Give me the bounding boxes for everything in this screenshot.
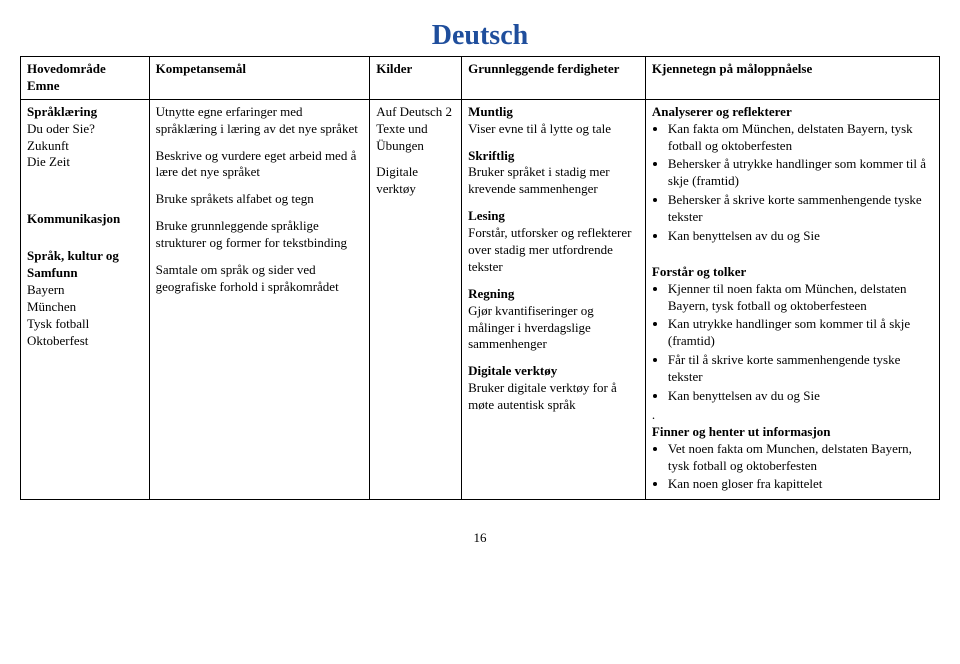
cell-kjennetegn: Analyserer og reflekterer Kan fakta om M…	[645, 99, 939, 500]
cell-kompetansemal: Utnytte egne erfaringer med språklæring …	[149, 99, 370, 500]
kjenn-list: Kjenner til noen fakta om München, delst…	[668, 281, 933, 405]
list-item: Kan utrykke handlinger som kommer til å …	[668, 316, 933, 350]
cell-kilder: Auf Deutsch 2 Texte und Übungen Digitale…	[370, 99, 462, 500]
kjenn-list: Kan fakta om München, delstaten Bayern, …	[668, 121, 933, 245]
emne-item: Oktoberfest	[27, 333, 143, 350]
cell-emne: Språklæring Du oder Sie? Zukunft Die Zei…	[21, 99, 150, 500]
kilder-para: Digitale verktøy	[376, 164, 455, 198]
kjenn-list: Vet noen fakta om Munchen, delstaten Bay…	[668, 441, 933, 494]
komp-para: Samtale om språk og sider ved geografisk…	[156, 262, 364, 296]
komp-para: Bruke grunnleggende språklige strukturer…	[156, 218, 364, 252]
ferd-text: Forstår, utforsker og reflekterer over s…	[468, 225, 639, 276]
emne-item: Bayern	[27, 282, 143, 299]
komp-para: Utnytte egne erfaringer med språklæring …	[156, 104, 364, 138]
komp-para: Beskrive og vurdere eget arbeid med å læ…	[156, 148, 364, 182]
emne-item: Tysk fotball	[27, 316, 143, 333]
ferd-text: Bruker språket i stadig mer krevende sam…	[468, 164, 639, 198]
emne-item: Zukunft	[27, 138, 143, 155]
header-kjennetegn: Kjennetegn på måloppnåelse	[645, 57, 939, 100]
header-text: Emne	[27, 78, 60, 93]
list-item: Får til å skrive korte sammenhengende ty…	[668, 352, 933, 386]
ferd-heading: Digitale verktøy	[468, 363, 639, 380]
ferd-heading: Regning	[468, 286, 639, 303]
list-item: Kjenner til noen fakta om München, delst…	[668, 281, 933, 315]
page-title: Deutsch	[20, 20, 940, 52]
curriculum-table: Hovedområde Emne Kompetansemål Kilder Gr…	[20, 56, 940, 500]
table-row: Språklæring Du oder Sie? Zukunft Die Zei…	[21, 99, 940, 500]
ferd-heading: Lesing	[468, 208, 639, 225]
emne-heading: Språk, kultur og Samfunn	[27, 248, 143, 282]
header-hovedomrade: Hovedområde Emne	[21, 57, 150, 100]
emne-item: München	[27, 299, 143, 316]
table-header-row: Hovedområde Emne Kompetansemål Kilder Gr…	[21, 57, 940, 100]
list-item: Behersker å utrykke handlinger som komme…	[668, 156, 933, 190]
list-item: Kan benyttelsen av du og Sie	[668, 388, 933, 405]
list-item: Kan benyttelsen av du og Sie	[668, 228, 933, 245]
ferd-text: Gjør kvantifiseringer og målinger i hver…	[468, 303, 639, 354]
emne-heading: Kommunikasjon	[27, 211, 143, 228]
list-item: Kan noen gloser fra kapittelet	[668, 476, 933, 493]
header-kilder: Kilder	[370, 57, 462, 100]
emne-item: Die Zeit	[27, 154, 143, 171]
list-item: Behersker å skrive korte sammenhengende …	[668, 192, 933, 226]
komp-para: Bruke språkets alfabet og tegn	[156, 191, 364, 208]
emne-heading: Språklæring	[27, 104, 143, 121]
list-item: Kan fakta om München, delstaten Bayern, …	[668, 121, 933, 155]
ferd-text: Bruker digitale verktøy for å møte auten…	[468, 380, 639, 414]
kjenn-heading: Forstår og tolker	[652, 264, 933, 281]
kjenn-heading: Analyserer og reflekterer	[652, 104, 933, 121]
ferd-text: Viser evne til å lytte og tale	[468, 121, 639, 138]
header-text: Hovedområde	[27, 61, 106, 76]
kilder-para: Auf Deutsch 2 Texte und Übungen	[376, 104, 455, 155]
kjenn-heading: Finner og henter ut informasjon	[652, 424, 933, 441]
ferd-heading: Muntlig	[468, 104, 639, 121]
kjenn-dot: .	[652, 407, 933, 424]
page-number: 16	[20, 530, 940, 546]
list-item: Vet noen fakta om Munchen, delstaten Bay…	[668, 441, 933, 475]
header-ferdigheter: Grunnleggende ferdigheter	[462, 57, 646, 100]
emne-item: Du oder Sie?	[27, 121, 143, 138]
ferd-heading: Skriftlig	[468, 148, 639, 165]
header-kompetansemal: Kompetansemål	[149, 57, 370, 100]
cell-ferdigheter: Muntlig Viser evne til å lytte og tale S…	[462, 99, 646, 500]
